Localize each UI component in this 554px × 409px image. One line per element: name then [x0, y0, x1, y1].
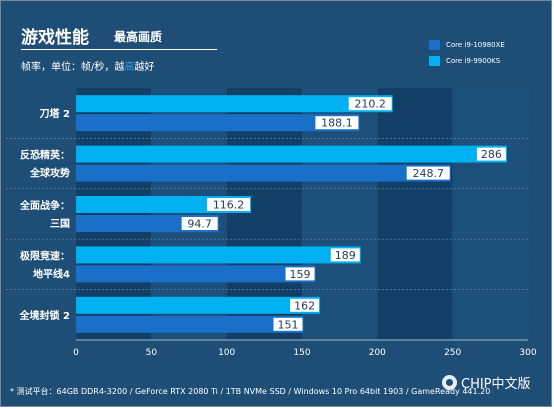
value-label: 116.2: [213, 199, 245, 212]
grid-band: [452, 88, 528, 340]
x-tick-label: 200: [369, 348, 386, 358]
category-label: 全境封锁 2: [19, 309, 70, 322]
watermark-text: CHIP中文版: [461, 377, 531, 392]
x-tick-label: 0: [73, 348, 79, 358]
category-label: 刀塔 2: [40, 107, 70, 120]
legend-swatch-10980xe: [429, 40, 440, 50]
value-label: 248.7: [412, 167, 444, 180]
x-tick-label: 150: [293, 348, 310, 358]
value-label: 151: [278, 318, 299, 331]
category-label: 全球攻势: [29, 167, 70, 180]
value-label-box: [315, 116, 359, 130]
value-label: 189: [335, 249, 356, 262]
value-label-box: [207, 198, 251, 211]
chart-header: 游戏性能 最高画质 帧率，单位：帧/秒，越高越好 Core i9-10980XE…: [1, 1, 551, 85]
legend: Core i9-10980XE Core i9-9900KS: [429, 37, 505, 69]
value-label: 188.1: [321, 117, 353, 130]
bar: [76, 114, 360, 132]
bar: [76, 246, 361, 264]
legend-label-10980xe: Core i9-10980XE: [446, 41, 505, 49]
value-label-box: [330, 248, 360, 262]
x-tick-label: 100: [218, 348, 235, 358]
x-tick-label: 50: [146, 348, 158, 358]
bar: [76, 164, 451, 182]
grid-band: [377, 88, 453, 340]
x-tick-label: 250: [444, 348, 461, 358]
value-label-box: [181, 217, 218, 230]
value-label: 210.2: [354, 98, 386, 111]
watermark: CHIP中文版: [442, 373, 531, 392]
legend-label-9900ks: Core i9-9900KS: [446, 57, 501, 65]
value-label-box: [406, 166, 450, 180]
category-label: 全面战争：: [19, 199, 70, 212]
value-label: 159: [290, 268, 311, 281]
legend-swatch-9900ks: [429, 56, 440, 66]
value-label-box: [348, 97, 392, 111]
chart-title: 游戏性能: [21, 28, 89, 48]
legend-item: Core i9-9900KS: [429, 53, 505, 69]
bar: [76, 296, 321, 314]
legend-item: Core i9-10980XE: [429, 37, 505, 53]
bar: [76, 95, 393, 113]
category-label: 三国: [50, 218, 70, 230]
category-label: 地平线4: [33, 267, 70, 280]
units-note: 帧率，单位：帧/秒，越高越好: [21, 58, 154, 73]
value-label: 162: [294, 299, 315, 312]
test-platform-note: * 测试平台：64GB DDR4-3200 / GeForce RTX 2080…: [10, 387, 491, 396]
value-label-box: [476, 147, 506, 161]
value-label: 94.7: [187, 218, 212, 231]
x-tick-label: 300: [519, 348, 536, 358]
units-prefix: 帧率，单位：帧/秒，越: [21, 62, 125, 73]
bar: [76, 315, 304, 333]
units-accent: 高: [124, 62, 135, 73]
category-label: 反恐精英：: [20, 149, 70, 162]
value-label-box: [290, 298, 320, 312]
value-label-box: [285, 267, 315, 281]
value-label-box: [273, 317, 303, 331]
category-label: 极限竞速：: [20, 249, 70, 262]
bar: [76, 145, 507, 163]
title-underline: [21, 49, 217, 50]
wechat-logo-icon: [442, 375, 457, 390]
value-label: 286: [481, 148, 502, 161]
bar: [76, 265, 316, 283]
chart-subtitle: 最高画质: [114, 30, 163, 44]
units-suffix: 越好: [134, 62, 155, 73]
